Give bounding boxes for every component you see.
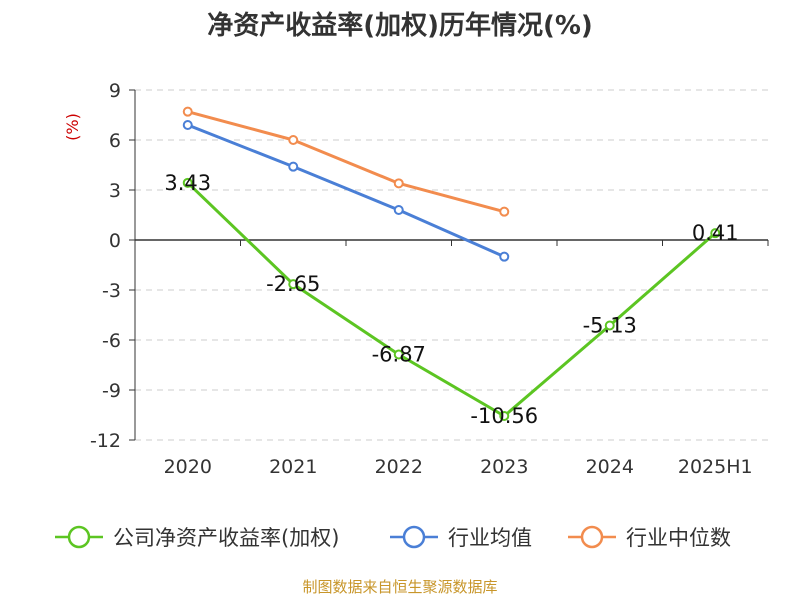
legend-marker [580, 525, 604, 549]
data-point [288, 135, 299, 145]
axes: 9 6 3 0 -3 -6 -9 -12 2020 2021 2022 2023 2024 2025H1 [90, 80, 769, 478]
y-tick-label: -12 [90, 430, 121, 452]
data-point [393, 178, 404, 189]
data-point [393, 349, 404, 360]
data-point [182, 177, 193, 188]
legend: 公司净资产收益率(加权) 行业均值 行业中位数 [55, 525, 731, 550]
series-line [187, 110, 505, 214]
data-point [182, 120, 193, 130]
data-point [288, 161, 299, 172]
data-point [182, 106, 193, 117]
data-point [393, 205, 404, 215]
data-point [499, 411, 510, 421]
legend-marker [402, 525, 426, 549]
y-tick-label: -6 [102, 330, 121, 352]
y-tick-label: 0 [109, 230, 121, 252]
y-tick-label: -9 [102, 380, 121, 402]
x-tick-label: 2025H1 [678, 456, 753, 478]
data-label: -2.65 [266, 272, 320, 296]
data-point [288, 279, 299, 290]
data-point [604, 320, 615, 331]
x-tick-label: 2020 [164, 456, 212, 478]
y-tick-label: -3 [102, 280, 121, 302]
legend-label: 公司净资产收益率(加权) [113, 526, 339, 550]
x-tick-label: 2022 [375, 456, 423, 478]
data-label: -6.87 [372, 343, 426, 367]
y-tick-label: 3 [109, 180, 121, 202]
x-tick-label: 2023 [480, 456, 528, 478]
y-tick-label: 9 [109, 80, 121, 102]
x-tick-label: 2021 [269, 456, 317, 478]
data-point [499, 206, 510, 217]
data-label: 3.43 [164, 171, 211, 195]
x-tick-label: 2024 [586, 456, 634, 478]
chart-title: 净资产收益率(加权)历年情况(%) [207, 10, 593, 41]
y-tick-label: 6 [109, 130, 121, 152]
data-point [710, 228, 721, 239]
legend-label: 行业中位数 [626, 526, 731, 550]
data-label: -10.56 [470, 404, 538, 428]
y-axis-unit-label: (%) [63, 113, 82, 141]
series-line [186, 181, 717, 418]
data-label: -5.13 [583, 314, 637, 338]
legend-label: 行业均值 [448, 526, 532, 550]
data-point [499, 251, 510, 262]
data-labels: 3.43 -2.65 -6.87 -10.56 -5.13 0.41 [164, 171, 738, 428]
source-note: 制图数据来自恒生聚源数据库 [302, 578, 497, 596]
data-label: 0.41 [692, 221, 739, 245]
legend-marker [67, 525, 91, 549]
series-lines [182, 106, 721, 421]
series-line [187, 123, 505, 259]
